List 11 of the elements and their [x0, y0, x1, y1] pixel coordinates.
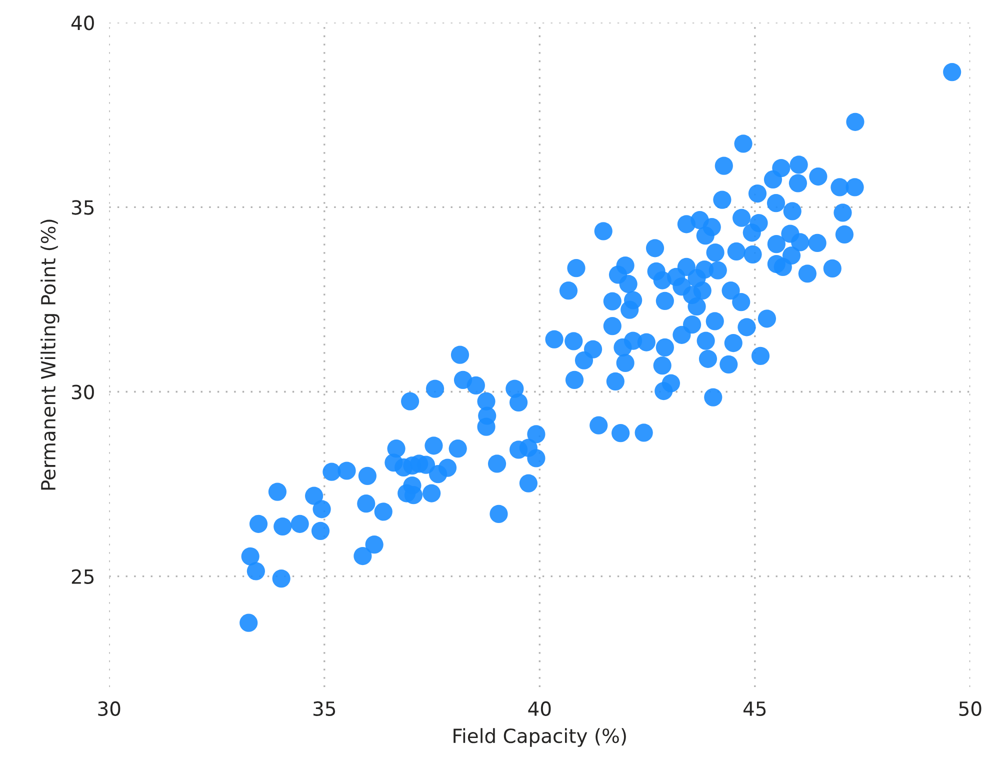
- y-tick-label: 35: [72, 200, 94, 215]
- y-tick-label: 30: [72, 384, 94, 400]
- x-tick-label: 40: [528, 701, 551, 716]
- y-tick-label: 40: [71, 16, 94, 30]
- x-tick-label: 30: [98, 701, 120, 716]
- x-tick-label: 35: [313, 701, 336, 716]
- x-tick-label: 50: [959, 701, 982, 716]
- x-axis-title: Field Capacity (%): [454, 728, 626, 747]
- y-axis-title: Permanent Wilting Point (%): [40, 220, 60, 490]
- x-tick-label: 45: [743, 702, 766, 716]
- y-tick-label: 25: [72, 569, 94, 584]
